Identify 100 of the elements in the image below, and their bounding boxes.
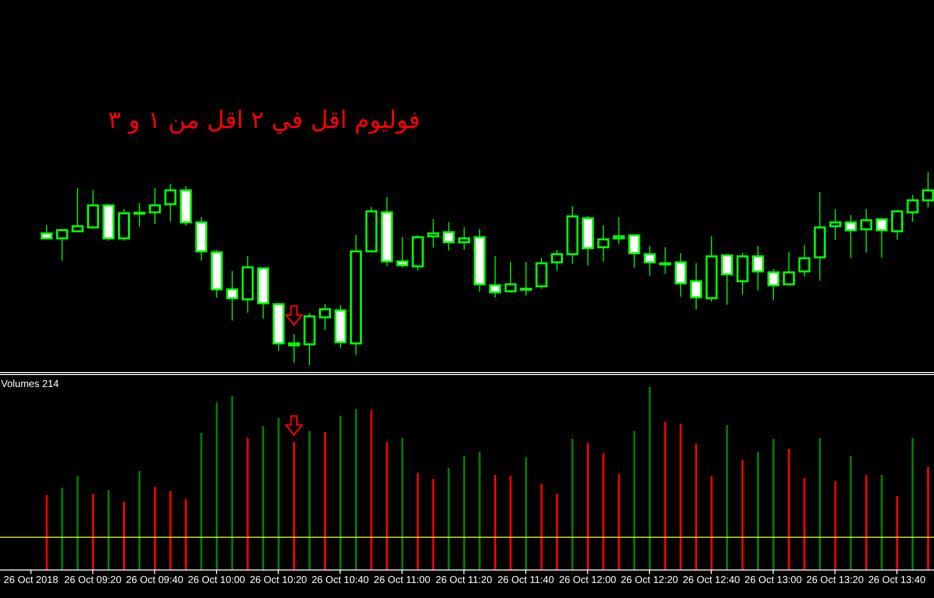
x-tick-label: 26 Oct 09:20 bbox=[64, 575, 122, 586]
bar bbox=[803, 478, 806, 570]
bar bbox=[850, 456, 852, 570]
candlestick bbox=[520, 261, 532, 296]
candlestick bbox=[844, 214, 857, 258]
bar bbox=[664, 422, 666, 570]
bar bbox=[788, 449, 790, 570]
x-tick-label: 26 Oct 10:40 bbox=[312, 575, 370, 586]
bar bbox=[61, 488, 64, 570]
bar bbox=[386, 442, 388, 570]
bar bbox=[710, 476, 713, 570]
x-tick-label: 26 Oct 10:20 bbox=[250, 575, 308, 586]
bar bbox=[108, 490, 110, 570]
bar bbox=[556, 494, 558, 570]
candlestick bbox=[427, 218, 440, 248]
bar bbox=[742, 460, 744, 570]
x-tick-label: 26 Oct 12:00 bbox=[558, 575, 617, 586]
bar bbox=[278, 418, 280, 570]
candlestick bbox=[550, 249, 563, 272]
bar bbox=[880, 475, 883, 570]
candlestick bbox=[458, 226, 470, 250]
bar bbox=[448, 468, 450, 570]
candlestick bbox=[644, 245, 656, 276]
bar bbox=[293, 442, 296, 570]
bar bbox=[92, 494, 94, 570]
bar bbox=[633, 430, 636, 570]
bar bbox=[122, 502, 125, 570]
candlestick bbox=[56, 229, 68, 262]
candlestick bbox=[721, 254, 734, 306]
bar bbox=[927, 466, 930, 570]
candlestick bbox=[876, 218, 888, 258]
bar bbox=[354, 408, 357, 570]
chart-title: Volumes 214 bbox=[1, 379, 59, 390]
candlestick bbox=[628, 234, 640, 268]
x-tick-label: 26 Oct 2018 bbox=[4, 575, 59, 586]
bar bbox=[370, 410, 372, 570]
candlestick bbox=[612, 216, 625, 244]
bar bbox=[339, 416, 342, 570]
candlestick bbox=[319, 304, 332, 331]
bar bbox=[246, 438, 249, 570]
candlestick bbox=[40, 224, 53, 240]
bar bbox=[46, 494, 48, 570]
bar bbox=[216, 402, 218, 570]
x-tick-label: 26 Oct 11:00 bbox=[374, 575, 431, 586]
x-tick-label: 26 Oct 13:20 bbox=[806, 575, 864, 586]
bar bbox=[818, 438, 821, 570]
bar bbox=[586, 443, 589, 570]
candlestick bbox=[148, 188, 161, 224]
candlestick bbox=[798, 244, 810, 278]
bar bbox=[463, 456, 466, 570]
text: فوليوم اقل في ٢ اقل من ١ و ٣ bbox=[108, 106, 420, 134]
candlestick bbox=[674, 252, 687, 298]
x-tick-label: 26 Oct 12:20 bbox=[620, 575, 679, 586]
bar bbox=[695, 444, 698, 570]
bar bbox=[494, 475, 496, 570]
candlestick bbox=[891, 210, 904, 240]
x-tick-label: 26 Oct 11:20 bbox=[436, 575, 493, 586]
bar bbox=[772, 438, 774, 570]
bar bbox=[680, 424, 682, 570]
bar bbox=[169, 490, 172, 570]
candlestick bbox=[164, 183, 176, 222]
candlestick bbox=[396, 236, 408, 268]
bar bbox=[154, 486, 156, 570]
candlestick bbox=[504, 261, 517, 294]
candlestick bbox=[860, 208, 872, 254]
candlestick bbox=[72, 188, 84, 232]
bar bbox=[912, 438, 914, 570]
candlestick bbox=[489, 255, 502, 298]
bar bbox=[76, 476, 79, 570]
candlestick bbox=[442, 221, 455, 252]
x-tick-label: 26 Oct 12:40 bbox=[682, 575, 740, 586]
candlestick bbox=[659, 246, 672, 274]
bar bbox=[602, 453, 604, 570]
bar bbox=[432, 479, 434, 570]
candlestick bbox=[87, 189, 100, 228]
bar bbox=[184, 498, 187, 570]
bar bbox=[571, 438, 574, 570]
bar bbox=[200, 432, 202, 570]
candlestick bbox=[133, 202, 146, 228]
bar bbox=[865, 475, 868, 570]
bar bbox=[416, 473, 419, 570]
candlestick bbox=[782, 252, 795, 286]
candlestick bbox=[829, 208, 842, 240]
candlestick bbox=[597, 224, 610, 262]
x-tick-label: 26 Oct 09:40 bbox=[126, 575, 184, 586]
bar bbox=[401, 438, 404, 570]
candlestick bbox=[288, 333, 300, 364]
bar bbox=[896, 496, 898, 570]
candlestick bbox=[767, 268, 780, 300]
bar bbox=[726, 425, 728, 570]
x-tick-label: 26 Oct 13:40 bbox=[868, 575, 926, 586]
x-tick-label: 26 Oct 11:40 bbox=[497, 575, 554, 586]
candlestick bbox=[752, 245, 764, 292]
bar bbox=[231, 396, 234, 570]
x-tick-label: 26 Oct 10:00 bbox=[188, 575, 246, 586]
x-tick-label: 26 Oct 13:00 bbox=[744, 575, 802, 586]
candlestick bbox=[226, 270, 238, 322]
bar bbox=[308, 430, 311, 570]
bar bbox=[525, 457, 528, 570]
bar bbox=[834, 481, 836, 570]
